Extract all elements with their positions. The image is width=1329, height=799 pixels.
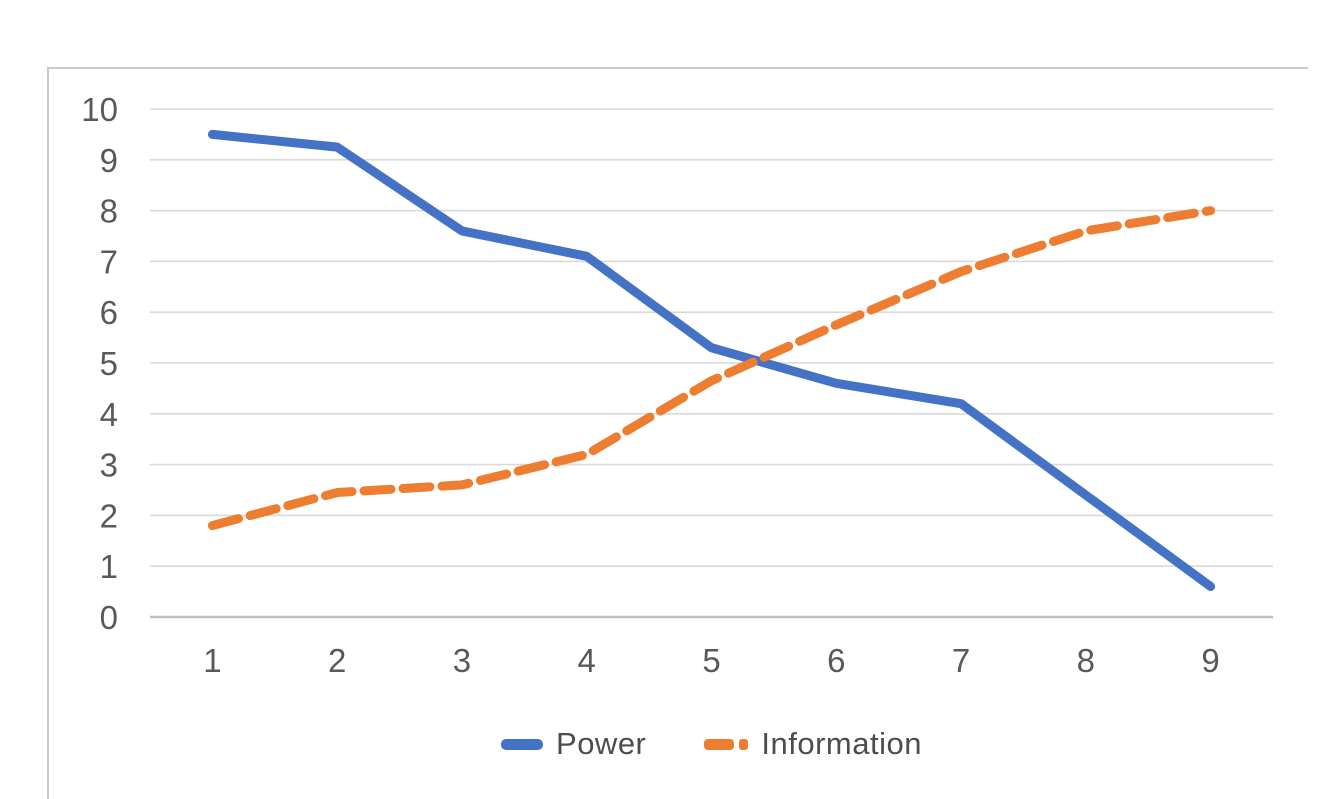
y-tick-label: 2 — [100, 497, 118, 534]
y-tick-label: 3 — [100, 447, 118, 484]
y-tick-label: 10 — [81, 91, 118, 128]
y-tick-label: 7 — [100, 243, 118, 280]
power-series-line — [207, 129, 1216, 592]
y-tick-label: 4 — [100, 396, 118, 433]
x-tick-label: 1 — [203, 642, 221, 679]
dash-long-segment — [704, 738, 735, 750]
dash-short-segment — [739, 738, 749, 750]
y-tick-label: 1 — [100, 548, 118, 585]
x-tick-label: 5 — [702, 642, 720, 679]
x-tick-label: 2 — [328, 642, 346, 679]
information-series-marker-icon — [704, 738, 749, 750]
x-tick-label: 4 — [578, 642, 596, 679]
legend-item-information[interactable]: Information — [704, 726, 922, 762]
x-tick-label: 3 — [453, 642, 471, 679]
chart-legend[interactable]: Power Information — [150, 726, 1273, 762]
x-tick-label: 7 — [952, 642, 970, 679]
y-tick-label: 8 — [100, 193, 118, 230]
chart-area-border — [47, 67, 1308, 799]
power-series-marker-icon — [501, 738, 544, 750]
legend-label-information: Information — [761, 726, 922, 761]
y-tick-label: 9 — [100, 142, 118, 179]
x-tick-label: 6 — [827, 642, 845, 679]
y-tick-label: 5 — [100, 345, 118, 382]
y-tick-label: 0 — [100, 599, 118, 636]
information-series-line — [207, 206, 1216, 531]
legend-label-power: Power — [556, 726, 647, 761]
x-tick-label: 9 — [1201, 642, 1219, 679]
x-tick-label: 8 — [1077, 642, 1095, 679]
legend-item-power[interactable]: Power — [501, 726, 646, 762]
y-tick-label: 6 — [100, 294, 118, 331]
